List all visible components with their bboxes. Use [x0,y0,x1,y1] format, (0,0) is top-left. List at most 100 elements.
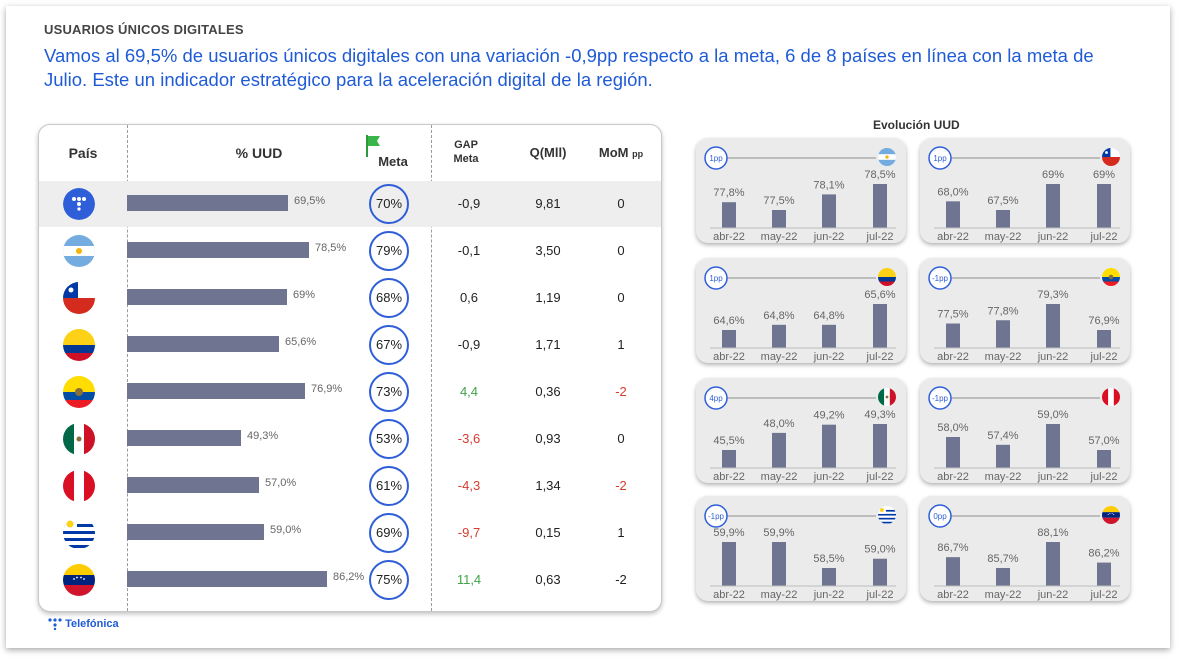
evolution-bar-label: 76,9% [1088,315,1119,327]
evolution-bar [1097,184,1111,228]
evolution-category-label: jun-22 [813,351,845,363]
evolution-category-label: abr-22 [937,231,969,243]
q-value: 1,19 [535,290,561,305]
evolution-chart: 4pp 45,5% abr-22 48,0% may-22 49,2% jun-22 49,3… [704,386,896,483]
uud-bar [127,477,259,493]
evolution-bar-label: 69% [1042,169,1064,181]
evolution-category-label: may-22 [985,589,1022,601]
headline: Vamos al 69,5% de usuarios únicos digita… [44,45,1094,90]
evolution-panel: 1pp 64,6% abr-22 64,8% may-22 64,8% jun-22 65,6… [696,258,906,363]
uud-bar [127,289,287,305]
evolution-bar-label: 49,2% [813,410,844,422]
gap-value: 4,4 [459,384,479,399]
divider [127,125,128,611]
evolution-bar-label: 88,1% [1037,527,1068,539]
table-header: País % UUD Meta GAP Meta Q(Mll) MoM pp [39,125,661,177]
mom-value: 0 [617,243,625,258]
gap-value: 0,6 [459,290,479,305]
evolution-bar [1046,424,1060,468]
evolution-bar [722,330,736,348]
table-row: 59,0% 69% -9,7 0,15 1 [39,510,661,556]
meta-value: 68% [369,278,409,318]
gap-value: -4,3 [457,478,481,493]
telefonica-logo-icon [48,618,62,631]
badge-label: 1pp [709,274,723,283]
panel-flag [1102,388,1120,406]
evolution-bar [996,210,1010,228]
panel-flag [878,388,896,406]
evolution-bar [722,202,736,228]
meta-value: 61% [369,466,409,506]
evolution-category-label: may-22 [761,231,798,243]
telefonica-logo: Telefónica [48,618,119,631]
evolution-bar-label: 59,9% [763,527,794,539]
evolution-panel: 4pp 45,5% abr-22 48,0% may-22 49,2% jun-22 49,3… [696,378,906,483]
table-row: 57,0% 61% -4,3 1,34 -2 [39,463,661,509]
uud-value: 49,3% [247,430,279,442]
mom-value: -2 [615,478,627,493]
table-row: 78,5% 79% -0,1 3,50 0 [39,228,661,274]
evolution-bar [1097,450,1111,468]
evolution-bar-label: 58,5% [813,553,844,565]
table-row: 69% 68% 0,6 1,19 0 [39,275,661,321]
uud-value: 65,6% [285,336,317,348]
evolution-bar-label: 57,4% [987,430,1018,442]
evolution-category-label: may-22 [985,351,1022,363]
evolution-bar [722,450,736,468]
q-value: 3,50 [535,243,561,258]
table-row: 65,6% 67% -0,9 1,71 1 [39,322,661,368]
uud-value: 78,5% [315,242,347,254]
uud-bar [127,430,241,446]
uud-value: 57,0% [265,477,297,489]
evolution-chart: -1pp 59,9% abr-22 59,9% may-22 58,5% jun-22 59,… [704,504,896,601]
evolution-category-label: jul-22 [1090,231,1118,243]
evolution-bar [772,210,786,228]
evolution-bar-label: 67,5% [987,195,1018,207]
evolution-category-label: jul-22 [1090,351,1118,363]
col-gap-meta: Meta [453,153,479,165]
evolution-panel: 0pp 86,7% abr-22 85,7% may-22 88,1% jun-22 86,2… [920,496,1130,601]
evolution-category-label: jun-22 [813,589,845,601]
evolution-chart: -1pp 58,0% abr-22 57,4% may-22 59,0% jun-22 57,… [928,386,1120,483]
q-value: 0,93 [535,431,561,446]
gap-value: -0,9 [457,196,481,211]
evolution-bar-label: 64,8% [763,310,794,322]
evolution-category-label: may-22 [761,471,798,483]
evolution-bar [722,542,736,586]
evolution-bar-label: 77,5% [763,195,794,207]
badge-label: 1pp [709,154,723,163]
evolution-panel: -1pp 59,9% abr-22 59,9% may-22 58,5% jun-22 59,… [696,496,906,601]
evolution-panel: 1pp 77,8% abr-22 77,5% may-22 78,1% jun-22 78,5… [696,138,906,243]
uud-value: 86,2% [333,571,365,583]
argentina-flag-icon [63,235,95,267]
evolution-bar-label: 78,1% [813,179,844,191]
uud-bar [127,242,309,258]
badge-circle [704,386,728,410]
mom-value: 0 [617,196,625,211]
col-meta: Meta [378,154,408,169]
evolution-category-label: may-22 [761,589,798,601]
evolution-bar-label: 65,6% [864,289,895,301]
uud-bar [127,195,288,211]
evolution-category-label: jun-22 [1037,231,1069,243]
mom-value: -2 [615,572,627,587]
evolution-chart: 0pp 86,7% abr-22 85,7% may-22 88,1% jun-22 86,2… [928,504,1120,601]
row-flag [63,329,95,361]
gap-value: -0,9 [457,337,481,352]
evolution-bar [873,424,887,468]
evolution-category-label: abr-22 [713,231,745,243]
badge-circle [928,386,952,410]
evolution-panel: -1pp 77,5% abr-22 77,8% may-22 79,3% jun-22 76,… [920,258,1130,363]
evolution-bar-label: 59,0% [864,544,895,556]
section-kicker: USUARIOS ÚNICOS DIGITALES [44,22,244,37]
evolution-bar [822,424,836,468]
uud-value: 69% [293,289,316,301]
panel-flag [878,506,896,524]
badge-label: -1pp [932,274,949,283]
badge-circle [928,504,952,528]
evolution-bar-label: 85,7% [987,553,1018,565]
evolution-bar [946,557,960,586]
evolution-bar [772,324,786,348]
evolution-category-label: jul-22 [1090,589,1118,601]
gap-value: -3,6 [457,431,481,446]
